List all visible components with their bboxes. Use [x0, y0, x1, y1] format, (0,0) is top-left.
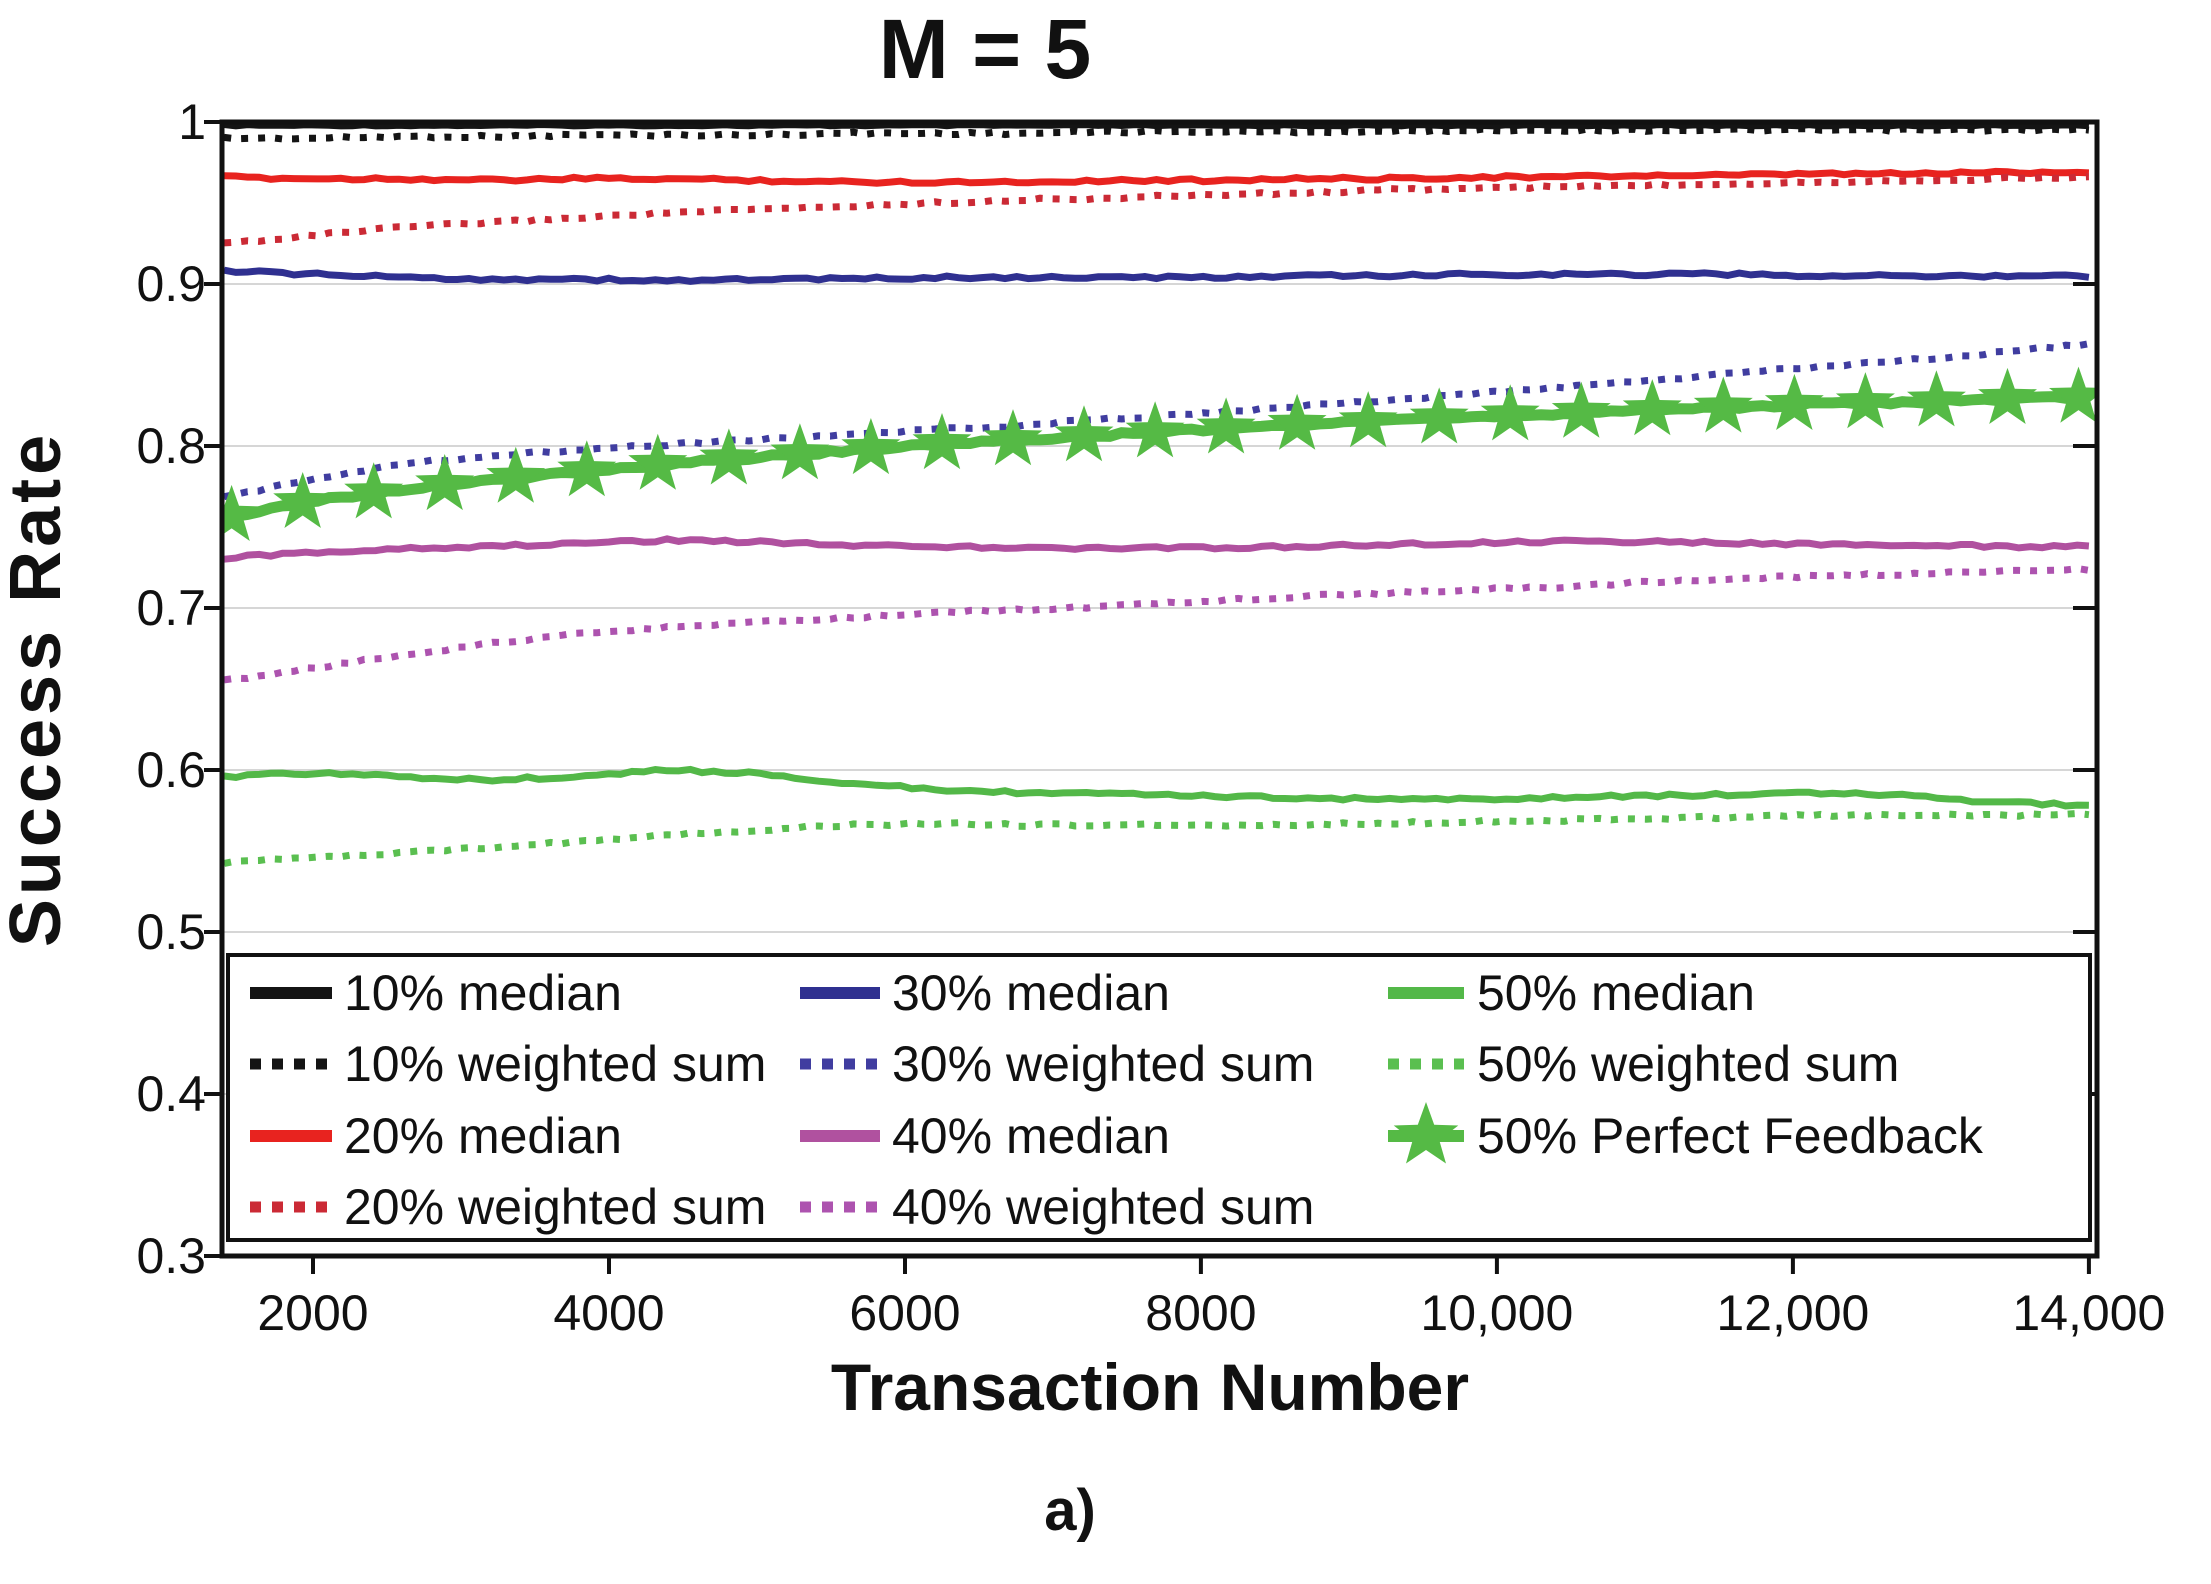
star-marker [222, 484, 262, 541]
x-tick-label: 8000 [1145, 1285, 1256, 1341]
y-tick-label: 1 [178, 94, 206, 150]
legend-box-group: 10% median 10% weighted sum 20% median 20% … [226, 953, 2092, 1242]
x-tick-label: 14,000 [2012, 1285, 2165, 1341]
legend-label: 40% weighted sum [892, 1179, 1314, 1235]
series-line-10-weighted-sum [223, 125, 2090, 143]
star-marker [1267, 393, 1327, 450]
star-marker [1978, 367, 2037, 424]
x-axis-label: Transaction Number [831, 1350, 1469, 1424]
series-line-40-median [223, 535, 2090, 563]
legend-swatch-star [1393, 1102, 1459, 1164]
legend-item: 50% Perfect Feedback [1388, 1102, 1984, 1164]
y-axis-label: Success Rate [0, 431, 76, 947]
star-marker [1125, 401, 1185, 458]
legend-label: 50% weighted sum [1477, 1036, 1899, 1092]
star-marker [628, 433, 688, 490]
legend-item: 40% weighted sum [800, 1179, 1314, 1235]
star-marker [1693, 376, 1753, 433]
series-line-10-median [223, 122, 2090, 130]
legend-label: 50% Perfect Feedback [1477, 1108, 1984, 1164]
star-marker [1409, 387, 1469, 444]
legend-item: 30% weighted sum [800, 1036, 1314, 1092]
x-tick-label: 4000 [553, 1285, 664, 1341]
series-line-30-median [223, 266, 2090, 285]
star-marker [1835, 372, 1895, 429]
legend-item: 10% weighted sum [250, 1036, 766, 1092]
star-marker [1764, 373, 1824, 430]
legend-item: 50% weighted sum [1388, 1036, 1899, 1092]
x-tick-label: 10,000 [1420, 1285, 1573, 1341]
star-marker [841, 418, 901, 475]
y-tick-label: 0.6 [136, 742, 206, 798]
x-tick-label: 2000 [257, 1285, 368, 1341]
star-marker [344, 462, 404, 519]
star-marker [1622, 379, 1682, 436]
series-line-40-weighted-sum [223, 564, 2090, 684]
legend-label: 50% median [1477, 965, 1755, 1021]
star-marker [1196, 397, 1256, 454]
legend-label: 30% weighted sum [892, 1036, 1314, 1092]
star-marker [983, 409, 1043, 466]
y-tick-label: 0.5 [136, 904, 206, 960]
star-marker [770, 423, 830, 480]
series-line-50-median [223, 765, 2089, 810]
legend-item: 40% median [800, 1108, 1170, 1164]
star-marker [1907, 370, 1966, 427]
tick-labels: 1 0.9 0.8 0.7 0.6 0.5 0.4 0.3 2000 4000 6000 8000 10… [136, 94, 2165, 1341]
legend-label: 30% median [892, 965, 1170, 1021]
y-tick-label: 0.7 [136, 580, 206, 636]
star-marker [912, 413, 972, 470]
legend-item: 20% weighted sum [250, 1179, 766, 1235]
y-tick-label: 0.9 [136, 256, 206, 312]
y-tick-label: 0.3 [136, 1228, 206, 1284]
legend-label: 20% median [344, 1108, 622, 1164]
x-tick-label: 12,000 [1716, 1285, 1869, 1341]
legend-label: 10% weighted sum [344, 1036, 766, 1092]
legend-item: 10% median [250, 965, 622, 1021]
chart-dynamic-layer: 10% median 10% weighted sum 20% median 20% … [136, 94, 2165, 1341]
star-marker [2049, 366, 2097, 423]
legend-item: 20% median [250, 1108, 622, 1164]
star-marker [1338, 391, 1398, 448]
star-marker [1551, 381, 1611, 438]
x-tick-label: 6000 [849, 1285, 960, 1341]
chart-title: M = 5 [879, 2, 1091, 96]
star-marker [699, 428, 759, 485]
star-marker [557, 440, 617, 497]
star-marker [415, 454, 475, 511]
y-tick-label: 0.8 [136, 418, 206, 474]
legend-item: 30% median [800, 965, 1170, 1021]
legend-label: 40% median [892, 1108, 1170, 1164]
star-marker [486, 446, 546, 503]
subfigure-caption: a) [1044, 1478, 1096, 1543]
star-marker [1480, 384, 1540, 441]
star-marker [1054, 405, 1114, 462]
series-markers-50-perfect-feedback [222, 366, 2097, 541]
series-line-20-weighted-sum [223, 173, 2089, 247]
y-tick-label: 0.4 [136, 1066, 206, 1122]
legend-box [226, 953, 2092, 1242]
series-line-20-median [224, 167, 2090, 187]
plot-border [219, 119, 2100, 1259]
star-marker [273, 472, 333, 528]
series-line-50-weighted-sum [223, 809, 2090, 867]
series-layer [222, 122, 2097, 867]
legend-label: 20% weighted sum [344, 1179, 766, 1235]
legend-item: 50% median [1388, 965, 1755, 1021]
legend-label: 10% median [344, 965, 622, 1021]
